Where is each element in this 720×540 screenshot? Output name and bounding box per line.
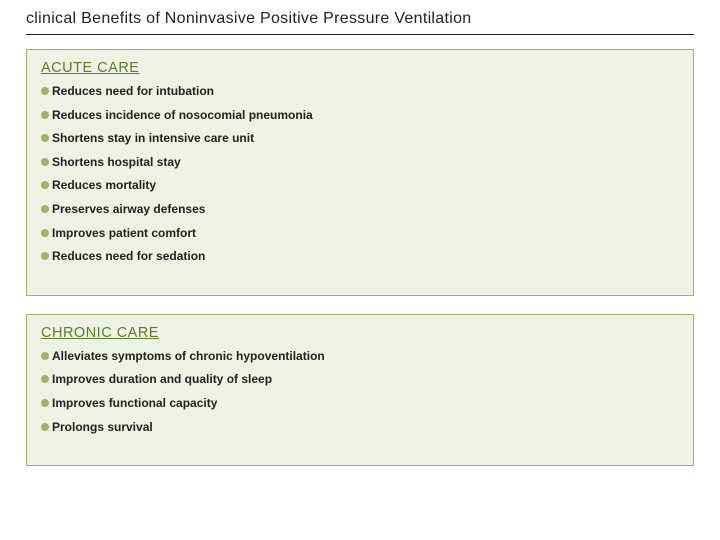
item-text: Improves duration and quality of sleep xyxy=(52,372,272,388)
list-item: Prolongs survival xyxy=(41,420,679,436)
item-text: Reduces need for intubation xyxy=(52,84,214,100)
list-item: Alleviates symptoms of chronic hypoventi… xyxy=(41,349,679,365)
bullet-icon xyxy=(41,375,49,383)
bullet-icon xyxy=(41,111,49,119)
list-item: Reduces need for intubation xyxy=(41,84,679,100)
item-text: Reduces mortality xyxy=(52,178,156,194)
bullet-icon xyxy=(41,181,49,189)
bullet-icon xyxy=(41,229,49,237)
panel-chronic: CHRONIC CARE Alleviates symptoms of chro… xyxy=(26,314,694,466)
list-item: Reduces need for sedation xyxy=(41,249,679,265)
bullet-icon xyxy=(41,158,49,166)
page-title: clinical Benefits of Noninvasive Positiv… xyxy=(26,10,694,35)
item-text: Shortens hospital stay xyxy=(52,155,181,171)
item-text: Prolongs survival xyxy=(52,420,153,436)
bullet-icon xyxy=(41,352,49,360)
bullet-icon xyxy=(41,87,49,95)
item-text: Improves patient comfort xyxy=(52,226,196,242)
bullet-icon xyxy=(41,423,49,431)
section-heading-chronic: CHRONIC CARE xyxy=(41,325,679,341)
list-item: Improves duration and quality of sleep xyxy=(41,372,679,388)
bullet-icon xyxy=(41,134,49,142)
item-text: Alleviates symptoms of chronic hypoventi… xyxy=(52,349,325,365)
list-item: Preserves airway defenses xyxy=(41,202,679,218)
list-item: Shortens stay in intensive care unit xyxy=(41,131,679,147)
item-text: Improves functional capacity xyxy=(52,396,217,412)
item-text: Preserves airway defenses xyxy=(52,202,205,218)
list-item: Reduces mortality xyxy=(41,178,679,194)
bullet-icon xyxy=(41,252,49,260)
bullet-icon xyxy=(41,399,49,407)
list-item: Improves patient comfort xyxy=(41,226,679,242)
section-heading-acute: ACUTE CARE xyxy=(41,60,679,76)
item-text: Reduces need for sedation xyxy=(52,249,205,265)
list-item: Reduces incidence of nosocomial pneumoni… xyxy=(41,108,679,124)
list-item: Shortens hospital stay xyxy=(41,155,679,171)
panel-acute: ACUTE CARE Reduces need for intubation R… xyxy=(26,49,694,296)
item-text: Reduces incidence of nosocomial pneumoni… xyxy=(52,108,313,124)
bullet-icon xyxy=(41,205,49,213)
item-text: Shortens stay in intensive care unit xyxy=(52,131,254,147)
list-item: Improves functional capacity xyxy=(41,396,679,412)
